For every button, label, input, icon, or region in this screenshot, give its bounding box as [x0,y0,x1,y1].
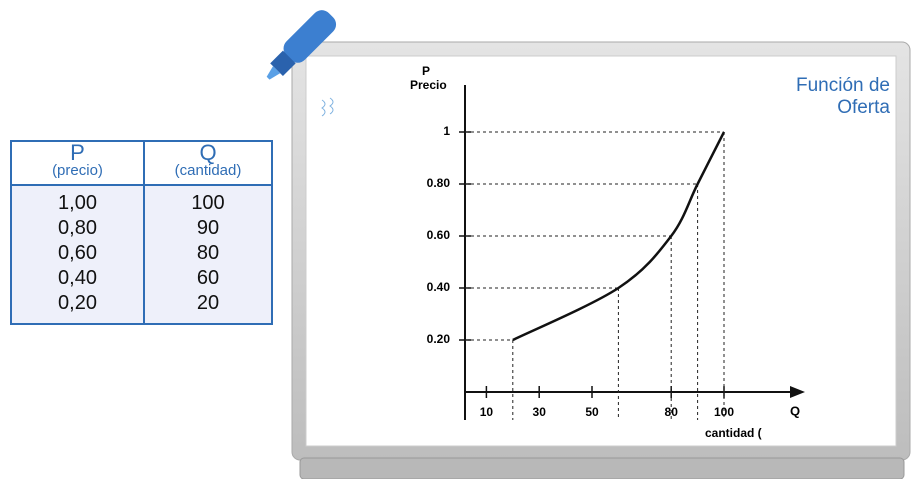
table-cell: 80 [143,241,273,266]
y-tick-label: 0.60 [427,228,451,242]
board-tray [299,457,905,479]
y-tick-label: 0.40 [427,280,451,294]
x-symbol: Q [790,403,800,418]
table-row: 0,60 80 [10,241,273,266]
y-symbol: P [422,64,430,78]
column-header: P (precio) [10,140,145,186]
ink-squiggle [321,97,334,117]
table-row: 0,20 20 [10,291,273,324]
column-subtitle: (precio) [52,162,103,179]
y-tick-label: 1 [443,124,450,138]
table-cell: 20 [143,291,273,324]
table-cell: 0,20 [10,291,145,324]
table-cell: 1,00 [10,185,145,216]
table-row: 0,40 60 [10,266,273,291]
column-symbol: P [70,140,85,165]
table-cell: 90 [143,216,273,241]
table-row: 1,00 100 [10,185,273,216]
price-table: P (precio) Q (cantidad) 1,00 100 0,80 90 0,60 80… [10,140,273,325]
x-tick-label: 10 [480,405,494,419]
table-cell: 0,40 [10,266,145,291]
column-header: Q (cantidad) [143,140,273,186]
y-axis-label: Precio [410,78,447,92]
table-cell: 100 [143,185,273,216]
table-cell: 0,80 [10,216,145,241]
x-tick-label: 30 [533,405,547,419]
column-symbol: Q [199,140,217,165]
supply-curve [512,131,726,342]
table-cell: 0,60 [10,241,145,266]
chart-title: Función de Oferta [795,75,890,118]
x-tick-label: 100 [714,405,734,419]
board-surface [305,55,897,447]
x-axis-arrow [790,386,805,398]
y-tick-label: 0.80 [427,176,451,190]
x-axis-label: cantidad ( [705,426,762,440]
y-tick-label: 0.20 [427,332,451,346]
column-subtitle: (cantidad) [174,162,242,179]
table-cell: 60 [143,266,273,291]
table-row: 0,80 90 [10,216,273,241]
x-tick-label: 50 [585,405,599,419]
